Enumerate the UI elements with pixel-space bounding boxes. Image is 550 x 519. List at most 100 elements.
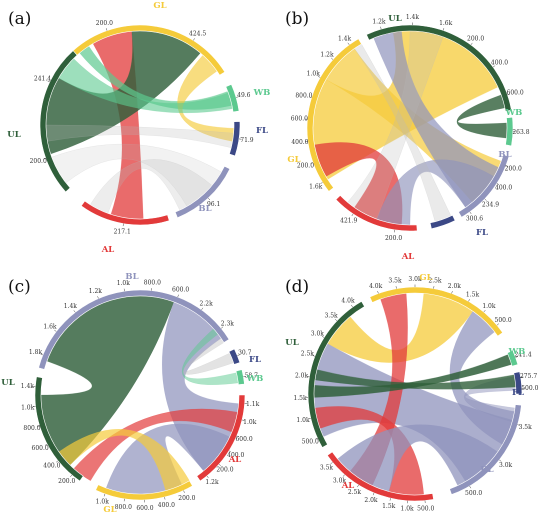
group-label-ul: UL [285,338,298,348]
tick-mark [442,28,445,31]
ribbons [312,30,508,226]
group-label-gl: GL [419,273,432,283]
tick-mark [377,291,379,294]
ribbons [313,293,517,496]
tick-label-wb: 49.6 [237,92,251,99]
tick-label-fl: 275.7 [520,373,537,380]
tick-label-gl: 4.0k [369,283,383,290]
tick-mark [308,418,311,420]
tick-mark [389,498,391,501]
chord-panel-2: (b) 1.2k 1.4k 1.6k 200.0 400.0 600.0 UL 263.8 WB 2… [285,9,530,262]
ribbons [45,30,235,220]
tick-mark [320,182,323,184]
tick-mark [469,211,472,215]
tick-label-gl: 1.0k [307,71,321,78]
tick-mark [380,26,382,30]
tick-mark [218,464,221,467]
tick-mark [334,318,338,322]
tick-mark [317,76,321,78]
tick-label-gl: 400.0 [158,502,175,509]
tick-label-bl: 2.2k [200,300,214,307]
arc-fl [228,348,241,365]
group-label-al: AL [401,252,415,262]
tick-label-bl: 1.0k [117,280,131,287]
tick-mark [56,460,59,463]
tick-label-al: 1.0k [243,419,257,426]
tick-label-bl: 234.9 [482,201,499,208]
arc-gl [68,24,226,76]
tick-label-bl: 1.2k [89,288,103,295]
tick-mark [97,296,99,299]
tick-label-al: 1.1k [246,401,260,408]
arc-bl [38,289,230,370]
tick-label-gl: 200.0 [297,162,314,169]
tick-mark [470,42,473,46]
group-label-bl: BL [498,150,511,160]
tick-mark [40,353,44,356]
tick-label-al: 421.9 [340,218,357,225]
tick-mark [347,42,350,45]
tick-label-bl: 3.5k [519,424,533,431]
tick-mark [105,28,108,31]
tick-mark [237,354,240,356]
tick-mark [73,310,76,313]
tick-mark [515,356,518,358]
tick-label-ul: 241.4 [34,76,51,83]
group-label-al: AL [228,455,242,465]
tick-mark [496,183,500,185]
tick-mark [330,57,334,60]
tick-label-bl: 400.0 [495,185,512,192]
tick-mark [451,291,453,294]
panel-label: (d) [285,277,309,297]
tick-label-al: 600.0 [235,436,252,443]
arc-wb [506,350,519,367]
tick-label-ul: 200.0 [30,158,47,165]
chord-panel-4: (d) 4.0k3.5k 3.0k 2.5k2.0k1.5k1.0k500.0GL24… [285,273,539,513]
arc-ul [39,50,78,193]
panel-label: (a) [8,9,31,29]
panel-label: (b) [285,9,309,29]
tick-label-gl: 1.2k [320,51,334,58]
tick-mark [492,65,496,68]
tick-mark [164,497,166,500]
tick-label-gl: 2.0k [448,283,462,290]
tick-label-bl: 3.0k [499,462,513,469]
tick-mark [183,490,185,493]
tick-label-gl: 200.0 [178,495,195,502]
tick-label-bl: 500.0 [465,490,482,497]
tick-label-wb: 241.4 [514,352,531,359]
tick-mark [208,197,211,201]
tick-label-al: 200.0 [216,467,233,474]
tick-label-gl: 1.0k [482,303,496,310]
tick-mark [505,165,509,167]
tick-mark [484,198,487,201]
tick-label-bl: 300.6 [466,215,483,222]
arc-ul [34,376,84,482]
tick-mark [468,299,470,302]
tick-label-al: 3.5k [320,464,334,471]
tick-label-al: 200.0 [385,235,402,242]
tick-label-ul: 2.0k [295,372,309,379]
group-label-fl: FL [512,388,524,398]
tick-label-gl: 3.0k [408,276,422,283]
group-label-wb: WB [253,88,271,98]
tick-label-ul: 1.5k [293,395,307,402]
group-label-gl: GL [287,155,300,165]
arc-bl [174,165,231,219]
tick-mark [37,425,40,427]
arc-bl [458,154,510,218]
tick-label-gl: 800.0 [115,504,132,511]
tick-label-ul: 3.0k [311,330,325,337]
tick-label-al: 500.0 [417,505,434,512]
tick-label-bl: 1.6k [43,324,57,331]
arc-al [196,394,246,482]
tick-mark [201,307,204,311]
arc-bl [449,404,522,495]
tick-mark [342,474,345,477]
tick-label-ul: 1.0k [21,404,35,411]
tick-label-al: 1.5k [382,503,396,510]
group-label-ul: UL [388,14,401,24]
tick-label-gl: 1.4k [338,35,352,42]
tick-label-ul: 1.4k [406,14,420,21]
tick-mark [517,424,520,426]
